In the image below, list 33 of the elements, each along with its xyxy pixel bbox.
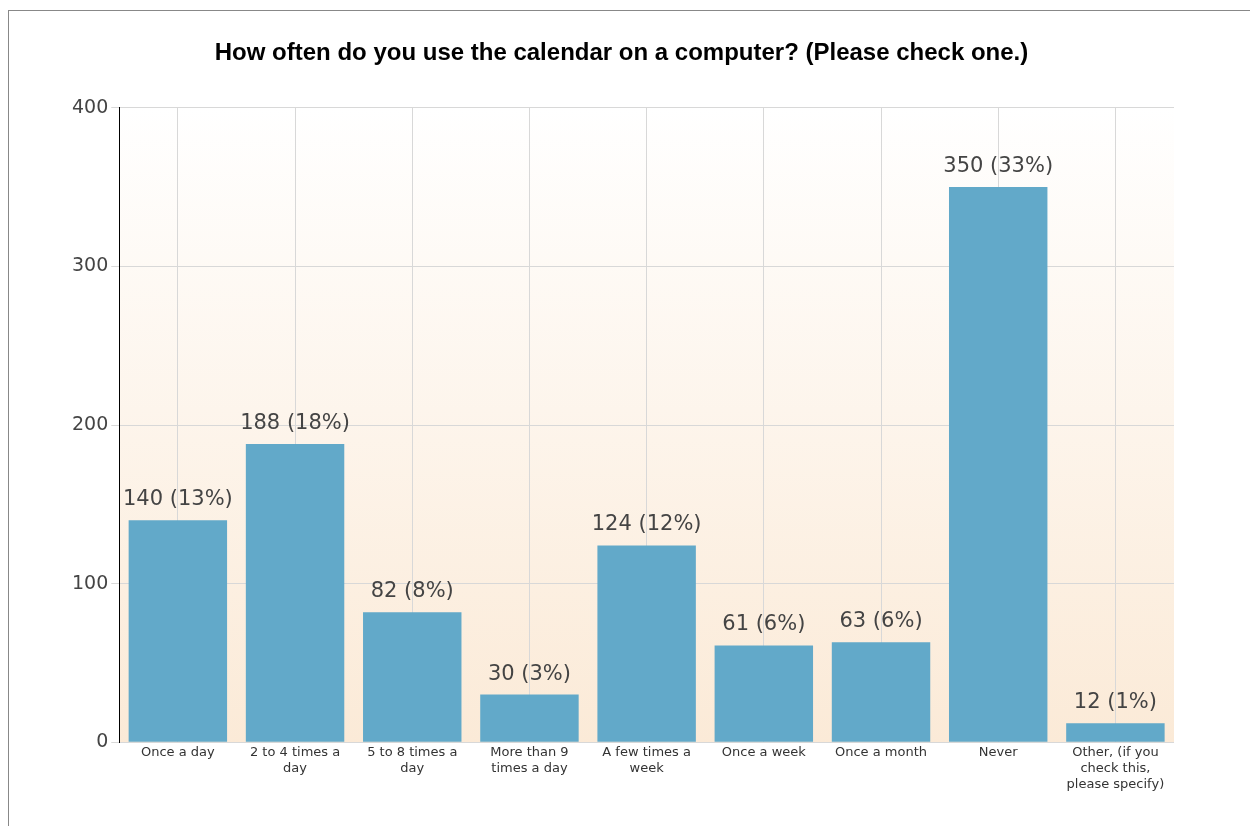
data-label: 63 (6%) [839, 608, 923, 633]
data-label: 140 (13%) [122, 486, 233, 511]
x-tick-label: More than 9 times a day [490, 744, 569, 775]
bar [948, 187, 1048, 742]
data-label: 82 (8%) [370, 578, 454, 603]
y-tick-label: 100 [72, 570, 109, 593]
bar [1066, 723, 1165, 742]
chart-title: How often do you use the calendar on a computer? (Please check one.) [214, 38, 1029, 66]
x-tick-label: Once a month [834, 744, 928, 760]
x-tick-label: A few times a week [602, 744, 691, 775]
bar [480, 694, 579, 742]
x-tick-label: Never [978, 744, 1019, 760]
data-label: 188 (18%) [240, 409, 350, 434]
bar [714, 645, 814, 742]
x-tick-label: Once a day [140, 744, 216, 760]
bar [363, 612, 462, 742]
data-label: 30 (3%) [487, 660, 571, 685]
x-tick-label: 5 to 8 times a day [367, 744, 458, 775]
y-tick-label: 300 [72, 253, 109, 276]
data-label: 350 (33%) [943, 153, 1054, 178]
x-tick-label: Once a week [721, 744, 807, 760]
y-tick-label: 0 [96, 729, 109, 752]
bar [597, 545, 696, 742]
data-label: 124 (12%) [591, 511, 702, 536]
bar [245, 444, 345, 742]
data-label: 12 (1%) [1073, 689, 1157, 714]
y-tick-label: 200 [72, 411, 109, 434]
data-label: 61 (6%) [722, 611, 806, 636]
bar [128, 520, 228, 742]
x-tick-label: Other, (if you check this, please specify) [1066, 744, 1165, 791]
x-tick-label: 2 to 4 times a day [249, 744, 341, 775]
bar [831, 642, 931, 742]
y-tick-label: 400 [72, 94, 109, 117]
